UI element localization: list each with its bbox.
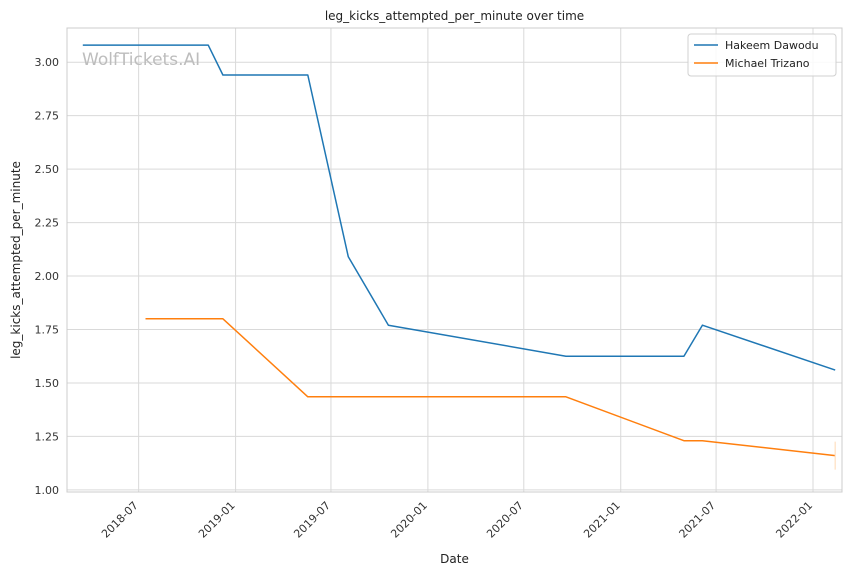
- x-tick: 2018-07: [99, 499, 141, 541]
- y-axis-ticks: 1.00 1.25 1.50 1.75 2.00 2.25 2.50 2.75 3.00: [35, 56, 60, 497]
- x-axis-label: Date: [440, 552, 469, 566]
- y-tick: 1.25: [35, 430, 60, 443]
- x-tick-label: 2022-01: [773, 499, 815, 541]
- x-tick-label: 2019-07: [291, 499, 333, 541]
- y-tick: 1.75: [35, 323, 60, 336]
- series-lines: [82, 44, 836, 470]
- chart-title: leg_kicks_attempted_per_minute over time: [325, 9, 584, 23]
- y-tick: 2.00: [35, 270, 60, 283]
- x-tick: 2020-07: [484, 499, 526, 541]
- y-tick-label: 2.50: [35, 163, 60, 176]
- y-tick: 1.00: [35, 484, 60, 497]
- y-tick: 1.50: [35, 377, 60, 390]
- y-axis-label: leg_kicks_attempted_per_minute: [9, 161, 23, 359]
- y-tick-label: 1.00: [35, 484, 60, 497]
- plot-area: [66, 27, 843, 493]
- legend-label: Michael Trizano: [725, 57, 810, 70]
- x-tick-label: 2018-07: [99, 499, 141, 541]
- x-tick: 2020-01: [388, 499, 430, 541]
- x-tick: 2019-01: [196, 499, 238, 541]
- x-tick-label: 2021-01: [581, 499, 623, 541]
- x-axis-ticks: 2018-07 2019-01 2019-07 2020-01 2020-07 2021-…: [99, 499, 815, 541]
- y-tick: 2.75: [35, 110, 60, 123]
- grid: [67, 28, 842, 492]
- y-tick-label: 2.00: [35, 270, 60, 283]
- x-tick-label: 2019-01: [196, 499, 238, 541]
- y-tick: 2.50: [35, 163, 60, 176]
- x-tick-label: 2020-01: [388, 499, 430, 541]
- y-tick-label: 2.25: [35, 217, 60, 230]
- x-tick-label: 2020-07: [484, 499, 526, 541]
- x-tick-label: 2021-07: [677, 499, 719, 541]
- series-line-1: [145, 318, 836, 457]
- x-tick: 2019-07: [291, 499, 333, 541]
- y-tick-label: 3.00: [35, 56, 60, 69]
- watermark-text: WolfTickets.AI: [82, 50, 200, 70]
- x-tick: 2022-01: [773, 499, 815, 541]
- y-tick-label: 1.75: [35, 323, 60, 336]
- y-tick: 2.25: [35, 217, 60, 230]
- y-tick: 3.00: [35, 56, 60, 69]
- x-tick: 2021-07: [677, 499, 719, 541]
- series-line-0: [82, 44, 836, 371]
- legend-label: Hakeem Dawodu: [725, 39, 819, 52]
- x-tick: 2021-01: [581, 499, 623, 541]
- y-tick-label: 2.75: [35, 110, 60, 123]
- y-tick-label: 1.25: [35, 430, 60, 443]
- y-tick-label: 1.50: [35, 377, 60, 390]
- legend-box: [687, 33, 837, 77]
- legend: Hakeem Dawodu Michael Trizano: [687, 33, 837, 77]
